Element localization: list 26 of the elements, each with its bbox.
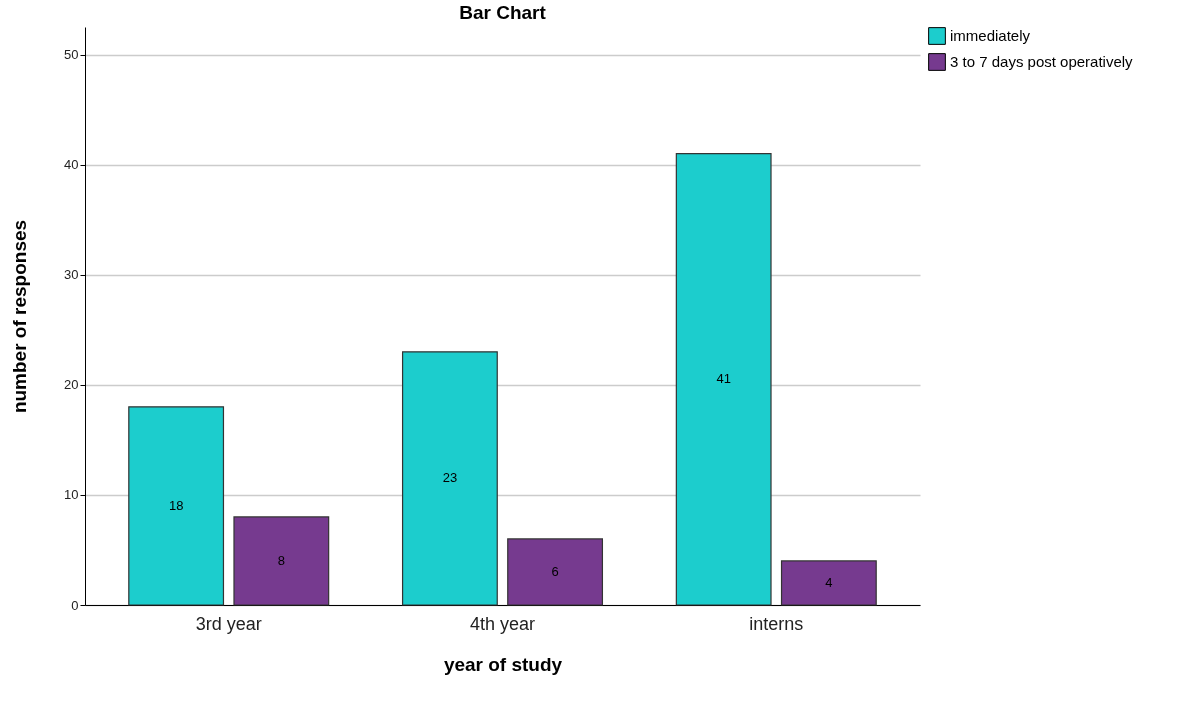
x-tick-label: interns	[749, 613, 804, 634]
y-tick-label: 0	[71, 597, 79, 613]
y-tick-label: 30	[64, 267, 79, 283]
data-label: 8	[277, 552, 285, 568]
data-label: 6	[551, 563, 559, 579]
bar	[675, 153, 772, 606]
y-tick-label: 10	[64, 487, 79, 503]
x-tick-label: 4th year	[469, 613, 536, 634]
y-tick-label: 20	[64, 377, 79, 393]
bar	[780, 560, 877, 606]
y-axis-title: number of responses	[9, 219, 31, 414]
y-tick-label: 40	[64, 157, 79, 173]
x-axis-title: year of study	[443, 653, 563, 675]
data-label: 23	[442, 470, 458, 486]
data-label: 41	[716, 371, 731, 387]
bar	[401, 351, 498, 606]
bar	[507, 538, 604, 606]
y-tick-label: 50	[64, 47, 79, 63]
data-label: 4	[825, 574, 833, 590]
x-tick-label: 3rd year	[195, 613, 262, 634]
data-label: 18	[168, 497, 184, 513]
bar	[128, 406, 225, 606]
legend-label: immediately	[950, 27, 1031, 44]
legend-label: 3 to 7 days post operatively	[950, 53, 1134, 70]
bar	[233, 516, 330, 606]
chart-title: Bar Chart	[459, 2, 547, 23]
